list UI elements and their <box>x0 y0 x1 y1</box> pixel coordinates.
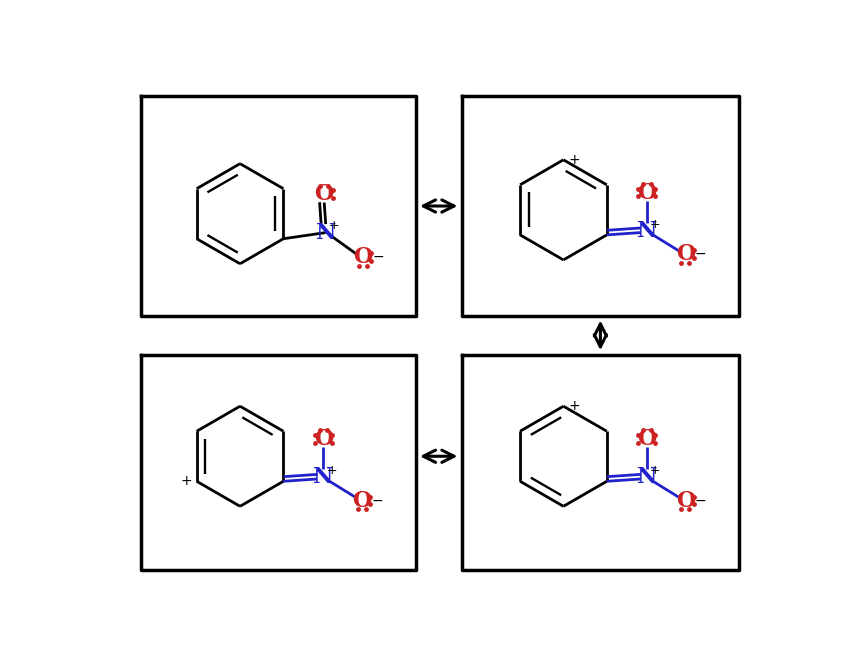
Text: O: O <box>637 182 657 203</box>
Text: −: − <box>372 494 383 507</box>
Text: +: + <box>568 399 580 413</box>
Text: N: N <box>637 220 657 242</box>
Text: −: − <box>372 250 383 265</box>
Text: +: + <box>180 474 192 488</box>
Text: O: O <box>675 490 695 511</box>
Text: +: + <box>650 218 661 230</box>
Text: O: O <box>353 246 372 268</box>
Text: N: N <box>316 222 336 243</box>
Text: N: N <box>313 467 334 488</box>
Text: O: O <box>314 183 334 205</box>
Text: O: O <box>637 428 657 450</box>
Text: +: + <box>568 153 580 167</box>
Text: +: + <box>329 219 340 232</box>
Text: +: + <box>327 464 337 477</box>
Text: N: N <box>637 467 657 488</box>
Text: O: O <box>675 243 695 265</box>
Text: −: − <box>695 247 706 261</box>
Text: −: − <box>695 494 706 507</box>
Text: O: O <box>314 428 333 450</box>
Text: +: + <box>650 464 661 477</box>
Text: O: O <box>352 490 372 511</box>
